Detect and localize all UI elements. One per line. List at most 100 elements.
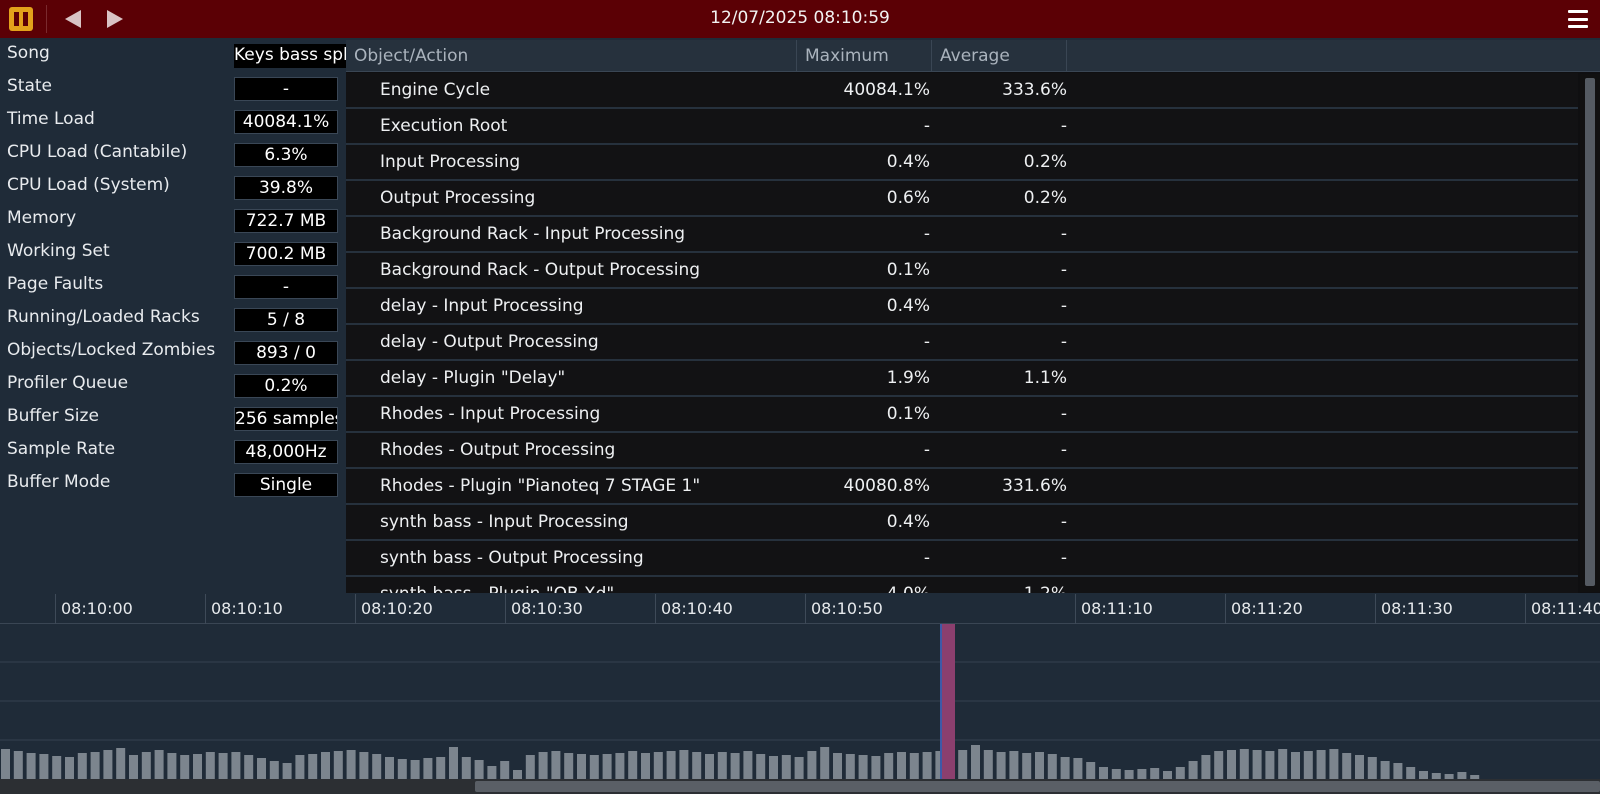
time-tick-label: 08:11:10 [1075, 594, 1153, 624]
back-arrow-icon[interactable] [63, 9, 83, 29]
cell-object: Engine Cycle [380, 80, 491, 100]
pause-icon[interactable] [9, 7, 33, 31]
load-bar [1265, 751, 1275, 779]
cell-average: - [1060, 512, 1067, 532]
stat-row: Profiler Queue 0.2% [0, 370, 346, 402]
load-bar [922, 752, 932, 779]
column-header-average[interactable]: Average [932, 40, 1067, 72]
column-header-maximum[interactable]: Maximum [797, 40, 932, 72]
load-bar [1175, 767, 1185, 779]
forward-arrow-icon[interactable] [105, 9, 125, 29]
cell-average: - [1060, 332, 1067, 352]
load-bar [705, 754, 714, 779]
cell-object: Execution Root [380, 116, 508, 136]
table-row[interactable]: Execution Root - - [346, 109, 1578, 145]
load-bar [538, 752, 548, 779]
stat-row: Running/Loaded Racks 5 / 8 [0, 304, 346, 336]
horizontal-scrollbar[interactable] [0, 779, 1600, 794]
cell-maximum: - [923, 224, 930, 244]
hamburger-menu-icon[interactable] [1568, 10, 1588, 28]
stat-row: Memory 722.7 MB [0, 205, 346, 237]
table-row[interactable]: Background Rack - Output Processing 0.1% - [346, 253, 1578, 289]
table-row[interactable]: Rhodes - Input Processing 0.1% - [346, 397, 1578, 433]
table-header: Object/Action Maximum Average [346, 40, 1600, 72]
cell-object: synth bass - Output Processing [380, 548, 644, 568]
cell-maximum: 0.6% [886, 188, 930, 208]
cell-average: 333.6% [1002, 80, 1067, 100]
load-bar [564, 753, 574, 779]
table-row[interactable]: delay - Input Processing 0.4% - [346, 289, 1578, 325]
table-row[interactable]: Engine Cycle 40084.1% 333.6% [346, 73, 1578, 109]
table-row[interactable]: Background Rack - Input Processing - - [346, 217, 1578, 253]
load-bar [129, 755, 138, 779]
column-header-object[interactable]: Object/Action [346, 40, 797, 72]
cell-object: delay - Output Processing [380, 332, 599, 352]
load-bar [410, 760, 420, 779]
load-bar [1329, 749, 1339, 779]
table-row[interactable]: synth bass - Input Processing 0.4% - [346, 505, 1578, 541]
cell-maximum: 0.4% [886, 152, 930, 172]
load-spike-bar [940, 624, 955, 779]
stat-label: Working Set [7, 241, 110, 261]
load-bar [983, 750, 993, 779]
stat-row: Page Faults - [0, 271, 346, 303]
cell-maximum: 40084.1% [843, 80, 930, 100]
load-bar [615, 753, 625, 779]
load-bar [1393, 763, 1403, 779]
stat-value: 6.3% [234, 143, 338, 167]
load-bar [1214, 751, 1224, 779]
stat-row: Sample Rate 48,000Hz [0, 436, 346, 468]
load-bar [577, 754, 586, 779]
stat-label: Buffer Size [7, 406, 99, 426]
stat-label: Sample Rate [7, 439, 116, 459]
load-bar [1150, 768, 1160, 779]
load-bar [1316, 750, 1326, 779]
load-bar [807, 751, 817, 779]
load-bar [1163, 771, 1172, 779]
load-bar [167, 753, 177, 779]
cell-maximum: 0.4% [886, 512, 930, 532]
table-row[interactable]: synth bass - Plugin "OB-Xd" 4.0%1.2% [346, 577, 1578, 593]
load-bar [1060, 757, 1070, 779]
load-bar [308, 754, 318, 779]
load-bar [282, 763, 292, 779]
stat-value: 39.8% [234, 176, 338, 200]
load-bar [1367, 757, 1377, 779]
cell-object: Background Rack - Input Processing [380, 224, 686, 244]
load-bar [269, 761, 279, 779]
table-row[interactable]: Input Processing 0.4% 0.2% [346, 145, 1578, 181]
load-bar [1227, 750, 1236, 779]
cell-average: - [1060, 116, 1067, 136]
table-body: Engine Cycle 40084.1% 333.6% Execution Root… [346, 73, 1578, 593]
table-row[interactable]: delay - Output Processing - - [346, 325, 1578, 361]
load-bar [141, 752, 151, 779]
load-bar [628, 751, 638, 779]
timeline-plot[interactable] [0, 624, 1600, 779]
load-bar [218, 753, 228, 779]
table-row[interactable]: Rhodes - Plugin "Pianoteq 7 STAGE 1" 4008… [346, 469, 1578, 505]
cell-average: - [1060, 296, 1067, 316]
load-bar [1009, 751, 1019, 779]
load-bar [65, 757, 74, 779]
table-row[interactable]: Output Processing 0.6% 0.2% [346, 181, 1578, 217]
load-bar [743, 751, 753, 779]
horizontal-scrollbar-thumb[interactable] [475, 781, 1600, 792]
stat-value: - [234, 77, 338, 101]
time-axis: 08:10:00 08:10:10 08:10:20 08:10:30 08:10:40… [0, 594, 1600, 624]
table-row[interactable]: synth bass - Output Processing - - [346, 541, 1578, 577]
table-row[interactable]: delay - Plugin "Delay" 1.9% 1.1% [346, 361, 1578, 397]
stat-value: 40084.1% [234, 110, 338, 134]
cell-average: - [1060, 548, 1067, 568]
table-row[interactable]: Rhodes - Output Processing - - [346, 433, 1578, 469]
vertical-scrollbar-thumb[interactable] [1585, 78, 1595, 586]
cell-average: 1.1% [1023, 368, 1067, 388]
load-bar [897, 752, 906, 779]
cell-average: - [1060, 224, 1067, 244]
cell-maximum: - [923, 116, 930, 136]
load-bar [1086, 762, 1096, 779]
vertical-scrollbar[interactable] [1580, 74, 1600, 592]
stat-row: Working Set 700.2 MB [0, 238, 346, 270]
cell-maximum: 4.0% [797, 577, 930, 593]
stat-row: Buffer Mode Single [0, 469, 346, 501]
load-bar [385, 757, 394, 779]
